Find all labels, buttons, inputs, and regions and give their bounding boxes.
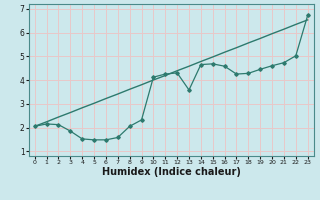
X-axis label: Humidex (Indice chaleur): Humidex (Indice chaleur) bbox=[102, 167, 241, 177]
